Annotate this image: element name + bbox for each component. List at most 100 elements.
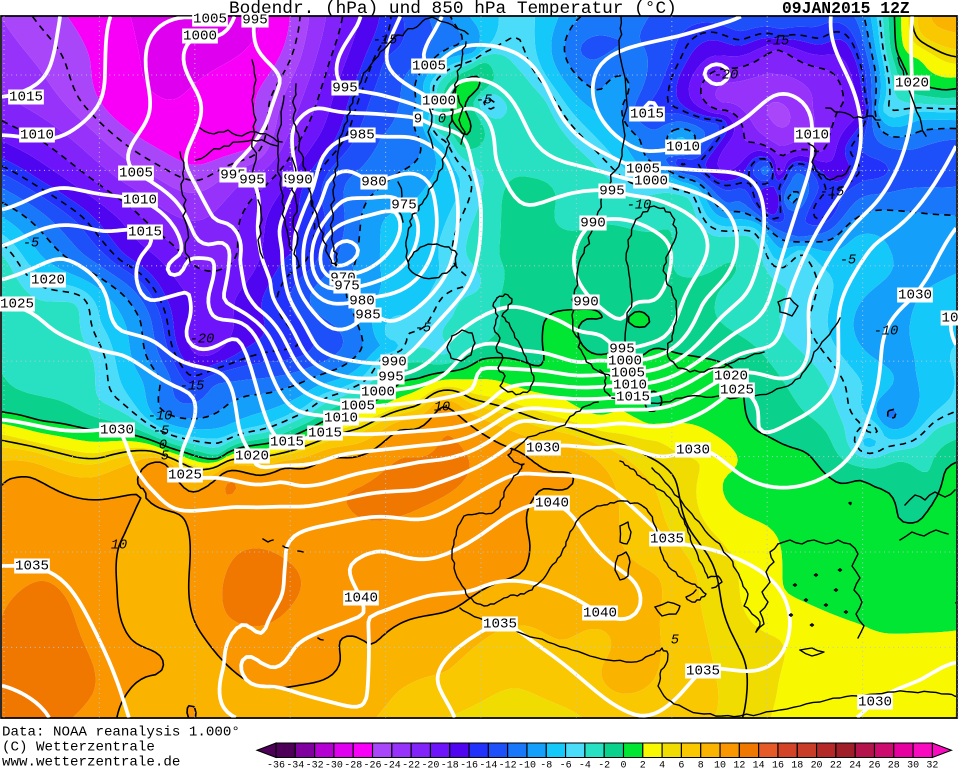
svg-text:-14: -14 [479, 760, 497, 770]
svg-text:1000: 1000 [183, 29, 217, 45]
svg-text:1015: 1015 [270, 435, 304, 451]
svg-text:1035: 1035 [650, 532, 684, 548]
svg-text:1030: 1030 [100, 423, 134, 439]
svg-text:Data: NOAA reanalysis 1.000°: Data: NOAA reanalysis 1.000° [2, 725, 240, 741]
svg-text:995: 995 [332, 81, 358, 97]
svg-text:975: 975 [334, 279, 360, 295]
svg-text:-5: -5 [476, 94, 492, 109]
svg-text:1035: 1035 [15, 559, 49, 575]
svg-text:12: 12 [733, 760, 745, 770]
svg-text:1030: 1030 [858, 695, 892, 711]
svg-text:-10: -10 [518, 760, 536, 770]
svg-text:-36: -36 [267, 760, 285, 770]
svg-text:0: 0 [438, 113, 446, 128]
svg-text:9: 9 [414, 112, 423, 128]
svg-text:8: 8 [698, 760, 704, 770]
svg-text:-5: -5 [23, 237, 39, 252]
svg-text:1015: 1015 [616, 390, 650, 406]
svg-text:985: 985 [355, 308, 381, 324]
svg-text:1020: 1020 [31, 273, 65, 289]
svg-text:-15: -15 [180, 380, 205, 395]
svg-text:-18: -18 [441, 760, 459, 770]
svg-text:990: 990 [573, 295, 599, 311]
svg-text:-20: -20 [714, 69, 739, 84]
svg-text:-10: -10 [148, 410, 173, 425]
svg-text:24: 24 [849, 760, 861, 770]
svg-text:30: 30 [907, 760, 919, 770]
svg-text:16: 16 [772, 760, 784, 770]
svg-text:09JAN2015 12Z: 09JAN2015 12Z [782, 0, 910, 18]
svg-text:14: 14 [753, 760, 765, 770]
svg-text:-4: -4 [579, 760, 591, 770]
svg-text:22: 22 [830, 760, 842, 770]
svg-text:5: 5 [671, 634, 679, 649]
svg-text:5: 5 [161, 450, 169, 465]
svg-text:6: 6 [678, 760, 684, 770]
svg-text:980: 980 [349, 294, 375, 310]
svg-text:980: 980 [361, 175, 386, 191]
svg-text:1020: 1020 [235, 449, 269, 465]
svg-text:-24: -24 [383, 760, 401, 770]
svg-text:1000: 1000 [634, 174, 668, 190]
svg-text:-16: -16 [460, 760, 478, 770]
svg-text:1010: 1010 [666, 140, 700, 156]
svg-text:1000: 1000 [422, 94, 456, 110]
svg-text:1040: 1040 [583, 606, 617, 622]
svg-text:1005: 1005 [193, 12, 227, 28]
svg-text:1025: 1025 [0, 297, 34, 313]
svg-text:-10: -10 [627, 199, 652, 214]
svg-text:10: 10 [434, 401, 450, 416]
svg-text:10: 10 [714, 760, 726, 770]
svg-text:1010: 1010 [795, 128, 829, 144]
svg-text:-6: -6 [560, 760, 572, 770]
svg-text:10: 10 [942, 311, 959, 327]
svg-text:995: 995 [378, 370, 404, 386]
svg-text:1030: 1030 [676, 443, 710, 459]
svg-text:0: 0 [621, 760, 627, 770]
svg-text:-30: -30 [325, 760, 343, 770]
svg-text:1030: 1030 [898, 288, 932, 304]
svg-text:26: 26 [868, 760, 880, 770]
svg-text:1010: 1010 [123, 193, 157, 209]
svg-text:www.wetterzentrale.de: www.wetterzentrale.de [2, 755, 180, 770]
svg-text:1030: 1030 [526, 441, 560, 457]
svg-text:1035: 1035 [686, 664, 720, 680]
svg-text:1015: 1015 [630, 107, 664, 123]
svg-text:975: 975 [391, 198, 416, 214]
svg-text:2: 2 [640, 760, 646, 770]
svg-text:1010: 1010 [20, 128, 54, 144]
svg-text:1010: 1010 [324, 411, 358, 427]
svg-text:-2: -2 [598, 760, 610, 770]
svg-text:1040: 1040 [535, 496, 569, 512]
svg-text:1020: 1020 [895, 76, 929, 92]
svg-text:-5: -5 [153, 425, 169, 440]
svg-text:1020: 1020 [714, 369, 748, 385]
svg-text:995: 995 [599, 184, 624, 200]
svg-text:4: 4 [659, 760, 665, 770]
svg-text:28: 28 [888, 760, 900, 770]
svg-text:-34: -34 [286, 760, 304, 770]
svg-text:-15: -15 [820, 186, 845, 201]
svg-text:18: 18 [791, 760, 803, 770]
svg-text:1015: 1015 [128, 225, 162, 241]
svg-text:990: 990 [381, 355, 406, 371]
svg-text:-15: -15 [373, 34, 398, 49]
svg-text:20: 20 [811, 760, 823, 770]
svg-text:Bodendr. (hPa) und 850 hPa Tem: Bodendr. (hPa) und 850 hPa Temperatur (°… [229, 0, 677, 19]
svg-text:-32: -32 [306, 760, 324, 770]
svg-text:-5: -5 [415, 322, 431, 337]
svg-text:0: 0 [159, 439, 167, 454]
svg-text:-5: -5 [840, 254, 856, 269]
svg-text:990: 990 [287, 173, 313, 189]
svg-text:10: 10 [111, 539, 127, 554]
svg-text:1000: 1000 [361, 385, 395, 401]
svg-text:-22: -22 [402, 760, 420, 770]
svg-text:995: 995 [242, 13, 267, 29]
svg-text:-12: -12 [499, 760, 517, 770]
svg-text:990: 990 [580, 216, 606, 232]
svg-text:1040: 1040 [344, 591, 378, 607]
svg-text:1025: 1025 [168, 468, 202, 484]
svg-text:985: 985 [349, 128, 375, 144]
svg-text:1035: 1035 [483, 617, 517, 633]
svg-text:1025: 1025 [720, 383, 754, 399]
